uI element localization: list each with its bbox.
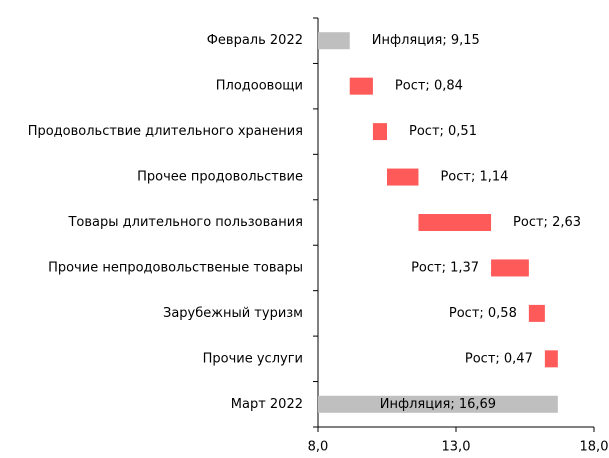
category-label: Прочие услуги bbox=[203, 351, 303, 366]
bar bbox=[544, 350, 558, 368]
x-tick-label: 13,0 bbox=[442, 440, 471, 455]
bar bbox=[387, 168, 419, 186]
value-label: Рост; 0,51 bbox=[409, 124, 477, 139]
bar bbox=[349, 77, 373, 95]
category-label: Прочее продовольствие bbox=[137, 170, 303, 185]
value-label: Инфляция; 16,69 bbox=[380, 397, 496, 412]
x-tick-label: 18,0 bbox=[580, 440, 609, 455]
bar bbox=[372, 123, 387, 141]
category-label: Прочие непродовольственые товары bbox=[48, 260, 303, 275]
category-label: Товары длительного пользования bbox=[67, 215, 303, 230]
bar bbox=[528, 304, 545, 322]
bar bbox=[418, 214, 492, 231]
bar bbox=[318, 32, 350, 50]
value-label: Рост; 1,14 bbox=[440, 170, 508, 185]
x-tick-label: 8,0 bbox=[308, 440, 329, 455]
category-label: Зарубежный туризм bbox=[163, 306, 303, 321]
category-label: Продовольствие длительного хранения bbox=[28, 124, 303, 139]
category-label: Март 2022 bbox=[231, 397, 303, 412]
category-label: Февраль 2022 bbox=[207, 33, 303, 48]
value-label: Рост; 2,63 bbox=[513, 215, 581, 230]
value-label: Инфляция; 9,15 bbox=[372, 33, 480, 48]
value-label: Рост; 0,58 bbox=[449, 306, 517, 321]
value-label: Рост; 0,47 bbox=[465, 351, 533, 366]
category-label: Плодоовощи bbox=[216, 79, 303, 94]
bar bbox=[318, 395, 558, 413]
value-label: Рост; 1,37 bbox=[411, 260, 479, 275]
bar bbox=[491, 259, 529, 277]
value-label: Рост; 0,84 bbox=[395, 79, 463, 94]
